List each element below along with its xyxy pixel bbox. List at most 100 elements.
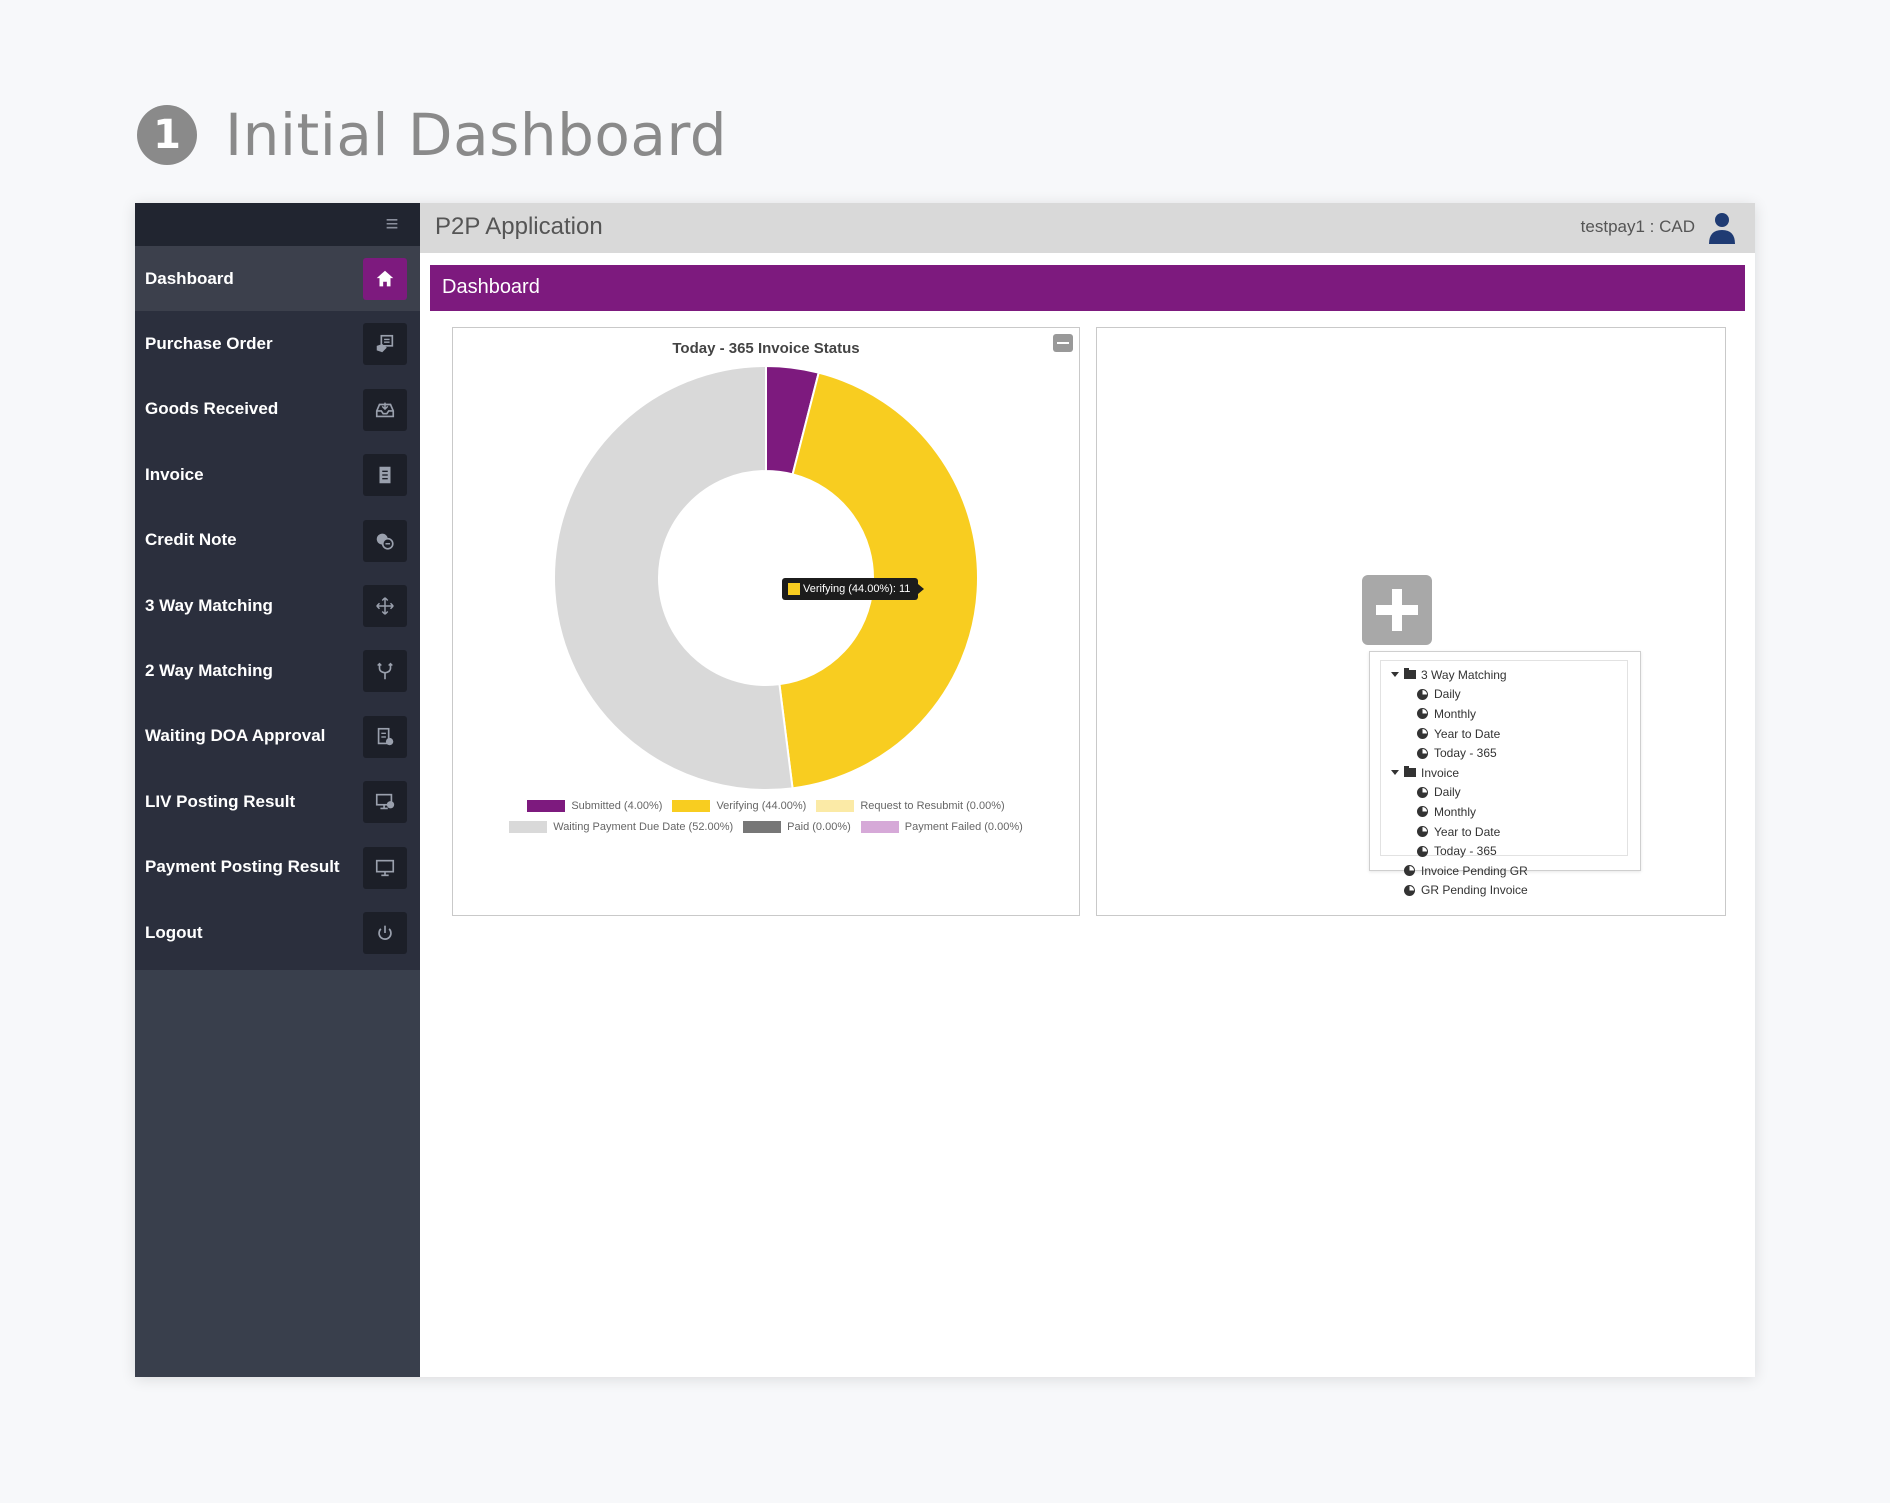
legend-item-payment-failed[interactable]: Payment Failed (0.00%) (860, 820, 1023, 833)
tree-node-today-365[interactable]: Today - 365 (1381, 841, 1627, 861)
pie-chart-icon (1417, 826, 1428, 838)
legend-swatch (860, 820, 899, 833)
sidebar-item-label: Dashboard (145, 268, 234, 288)
tree-node-label: 3 Way Matching (1421, 667, 1507, 682)
step-heading: 1 Initial Dashboard (137, 100, 727, 170)
tree-node-label: Invoice (1421, 765, 1460, 780)
sidebar-item-2-way-matching[interactable]: 2 Way Matching (135, 638, 420, 703)
purchase-order-icon (363, 323, 407, 366)
tooltip-text: Verifying (44.00%): 11 (803, 583, 911, 595)
sidebar-item-purchase-order[interactable]: Purchase Order (135, 311, 420, 376)
sidebar-item-label: 3 Way Matching (145, 595, 273, 615)
legend-label: Waiting Payment Due Date (52.00%) (553, 820, 734, 833)
legend-item-request-to-resubmit[interactable]: Request to Resubmit (0.00%) (816, 799, 1005, 812)
tree-node-year-to-date[interactable]: Year to Date (1381, 724, 1627, 744)
pie-chart-icon (1417, 845, 1428, 857)
add-widget-panel: 3 Way Matching Daily Monthly Year to Dat… (1096, 327, 1726, 916)
sidebar-item-label: Credit Note (145, 530, 237, 550)
sidebar-item-logout[interactable]: Logout (135, 900, 420, 965)
pie-chart-icon (1404, 884, 1415, 896)
sidebar-item-label: Purchase Order (145, 334, 273, 354)
sidebar-panel: ≡ Dashboard Purchase Order Goods Receive… (135, 203, 420, 970)
sidebar-item-waiting-doa-approval[interactable]: Waiting DOA Approval (135, 704, 420, 769)
sidebar-item-label: LIV Posting Result (145, 791, 296, 811)
caret-down-icon[interactable] (1391, 770, 1399, 776)
tree-node-today-365[interactable]: Today - 365 (1381, 743, 1627, 763)
pie-chart-icon (1417, 806, 1428, 818)
pie-chart-icon (1417, 708, 1428, 720)
tree-node-label: Today - 365 (1434, 844, 1497, 859)
sidebar-item-liv-posting-result[interactable]: LIV Posting Result (135, 769, 420, 834)
app-window: ≡ Dashboard Purchase Order Goods Receive… (135, 203, 1755, 1377)
step-number-badge: 1 (137, 105, 197, 165)
invoice-status-widget: Today - 365 Invoice Status Verifying (44… (452, 327, 1080, 916)
legend-item-waiting-payment-due-date[interactable]: Waiting Payment Due Date (52.00%) (509, 820, 734, 833)
top-bar: P2P Application testpay1 : CAD (420, 203, 1755, 253)
tree-node-daily[interactable]: Daily (1381, 685, 1627, 705)
pie-chart-icon (1417, 747, 1428, 759)
sidebar-nav: Dashboard Purchase Order Goods Received (135, 246, 420, 965)
monitor-icon (363, 846, 407, 889)
sidebar-item-label: Waiting DOA Approval (145, 726, 326, 746)
pie-chart-icon (1404, 865, 1415, 877)
page-header: Dashboard (430, 265, 1745, 311)
widget-tree-dropdown: 3 Way Matching Daily Monthly Year to Dat… (1369, 651, 1641, 897)
add-widget-button[interactable] (1362, 575, 1432, 645)
power-icon (363, 911, 407, 954)
caret-down-icon[interactable] (1391, 672, 1399, 678)
sidebar-item-payment-posting-result[interactable]: Payment Posting Result (135, 835, 420, 900)
sidebar-header: ≡ (135, 203, 420, 246)
legend-row: Submitted (4.00%) Verifying (44.00%) Req… (453, 795, 1079, 816)
tree-node-daily[interactable]: Daily (1381, 783, 1627, 803)
tree-node-monthly[interactable]: Monthly (1381, 802, 1627, 822)
chart-tooltip: Verifying (44.00%): 11 (782, 578, 925, 600)
document-icon (363, 454, 407, 497)
sidebar: ≡ Dashboard Purchase Order Goods Receive… (135, 203, 420, 1377)
chart-title: Today - 365 Invoice Status (672, 340, 860, 357)
pie-chart-icon (1417, 786, 1428, 798)
tree-node-year-to-date[interactable]: Year to Date (1381, 822, 1627, 842)
legend-swatch (527, 799, 566, 812)
tree-node-invoice-pending-gr[interactable]: Invoice Pending GR (1381, 861, 1627, 881)
sidebar-item-invoice[interactable]: Invoice (135, 442, 420, 507)
legend-swatch (816, 799, 855, 812)
step-title: Initial Dashboard (225, 101, 728, 169)
home-icon (363, 258, 407, 300)
tree-folder-invoice[interactable]: Invoice (1381, 763, 1627, 783)
hamburger-menu-icon[interactable]: ≡ (385, 211, 399, 236)
user-label[interactable]: testpay1 : CAD (1580, 217, 1695, 236)
sidebar-item-label: Logout (145, 922, 203, 942)
tree-node-monthly[interactable]: Monthly (1381, 704, 1627, 724)
legend-item-paid[interactable]: Paid (0.00%) (743, 820, 851, 833)
tree-node-label: Monthly (1434, 804, 1477, 819)
tree-node-label: Invoice Pending GR (1421, 863, 1528, 878)
legend-label: Paid (0.00%) (787, 820, 851, 833)
fork-icon (363, 650, 407, 693)
sidebar-item-credit-note[interactable]: Credit Note (135, 508, 420, 573)
tree-node-label: Daily (1434, 687, 1461, 702)
tree-node-label: GR Pending Invoice (1421, 883, 1528, 898)
sidebar-item-goods-received[interactable]: Goods Received (135, 377, 420, 442)
folder-open-icon (1404, 766, 1416, 778)
tree-node-gr-pending-invoice[interactable]: GR Pending Invoice (1381, 881, 1627, 901)
legend-row: Waiting Payment Due Date (52.00%) Paid (… (453, 816, 1079, 837)
chart-legend: Submitted (4.00%) Verifying (44.00%) Req… (453, 795, 1079, 837)
collapse-widget-button[interactable] (1053, 334, 1073, 352)
sidebar-item-label: Goods Received (145, 399, 279, 419)
inbox-icon (363, 388, 407, 431)
donut-slice-waiting-payment-due-date[interactable] (553, 364, 794, 791)
legend-item-verifying[interactable]: Verifying (44.00%) (672, 799, 806, 812)
sidebar-item-3-way-matching[interactable]: 3 Way Matching (135, 573, 420, 638)
tooltip-swatch (788, 583, 800, 595)
user-avatar-icon[interactable] (1707, 211, 1737, 245)
app-title: P2P Application (435, 213, 603, 240)
page-title: Dashboard (442, 276, 540, 298)
approval-doc-icon (363, 715, 407, 758)
legend-item-submitted[interactable]: Submitted (4.00%) (527, 799, 663, 812)
legend-swatch (672, 799, 711, 812)
legend-label: Submitted (4.00%) (571, 799, 663, 812)
tree-node-label: Monthly (1434, 706, 1477, 721)
tree-folder-3-way-matching[interactable]: 3 Way Matching (1381, 665, 1627, 685)
sidebar-item-dashboard[interactable]: Dashboard (135, 246, 420, 312)
tree-node-label: Year to Date (1434, 824, 1501, 839)
